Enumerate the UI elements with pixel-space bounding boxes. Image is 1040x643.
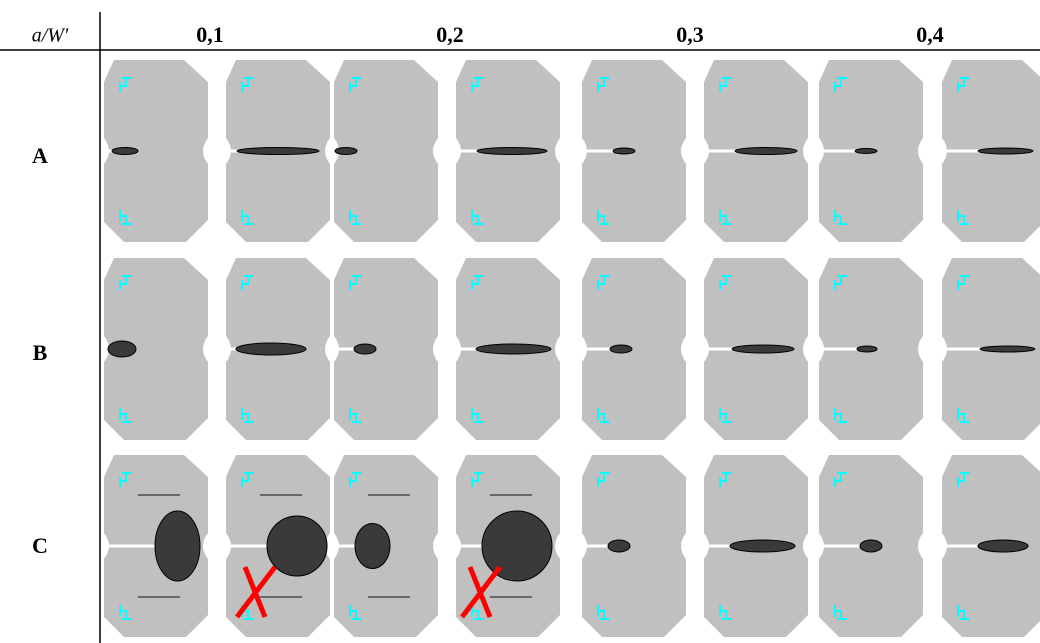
specimen — [819, 258, 923, 440]
crack-zone — [610, 345, 632, 353]
crack-zone — [980, 346, 1035, 352]
crack-zone — [155, 511, 200, 581]
specimen — [104, 60, 208, 242]
specimen — [334, 60, 438, 242]
crack-zone — [978, 148, 1033, 154]
specimen — [819, 60, 923, 242]
crack-zone — [613, 148, 635, 154]
specimen — [334, 258, 438, 440]
specimen — [942, 455, 1040, 637]
crack-zone — [354, 344, 376, 354]
crack-zone — [236, 343, 306, 355]
specimen — [582, 258, 686, 440]
row-labels: A B C — [32, 143, 48, 558]
crack-zone — [608, 540, 630, 552]
crack-zone — [732, 345, 794, 353]
specimen — [456, 60, 560, 242]
crack-zone — [335, 148, 357, 155]
column-label: 0,1 — [196, 22, 224, 47]
crack-zone — [267, 516, 327, 576]
crack-zone — [108, 341, 136, 357]
crack-zone — [476, 344, 551, 354]
crack-zone — [355, 524, 390, 569]
specimens — [104, 60, 1040, 637]
crack-zone — [482, 511, 552, 581]
column-labels: 0,1 0,2 0,3 0,4 — [196, 22, 944, 47]
crack-zone — [735, 148, 797, 155]
specimen — [819, 455, 923, 637]
specimen — [104, 455, 208, 637]
crack-zone — [112, 148, 138, 155]
crack-zone — [237, 148, 319, 155]
crack-zone — [855, 149, 877, 154]
specimen — [704, 60, 808, 242]
specimen — [704, 455, 808, 637]
specimen — [456, 455, 560, 637]
specimen — [582, 60, 686, 242]
figure: a/W′ 0,1 0,2 0,3 0,4 A B C — [0, 0, 1040, 643]
specimen — [226, 258, 330, 440]
column-label: 0,2 — [436, 22, 464, 47]
crack-zone — [730, 540, 795, 552]
corner-label: a/W′ — [32, 25, 69, 47]
specimen — [226, 60, 330, 242]
row-label: B — [33, 340, 48, 365]
crack-zone — [857, 346, 877, 352]
row-label: A — [32, 143, 48, 168]
specimen — [582, 455, 686, 637]
specimen — [942, 60, 1040, 242]
crack-zone — [860, 540, 882, 552]
crack-zone — [978, 540, 1028, 552]
specimen — [704, 258, 808, 440]
column-label: 0,4 — [916, 22, 944, 47]
column-label: 0,3 — [676, 22, 704, 47]
specimen — [334, 455, 438, 637]
specimen — [104, 258, 208, 440]
row-label: C — [32, 533, 48, 558]
specimen — [942, 258, 1040, 440]
specimen — [456, 258, 560, 440]
crack-zone — [477, 148, 547, 155]
